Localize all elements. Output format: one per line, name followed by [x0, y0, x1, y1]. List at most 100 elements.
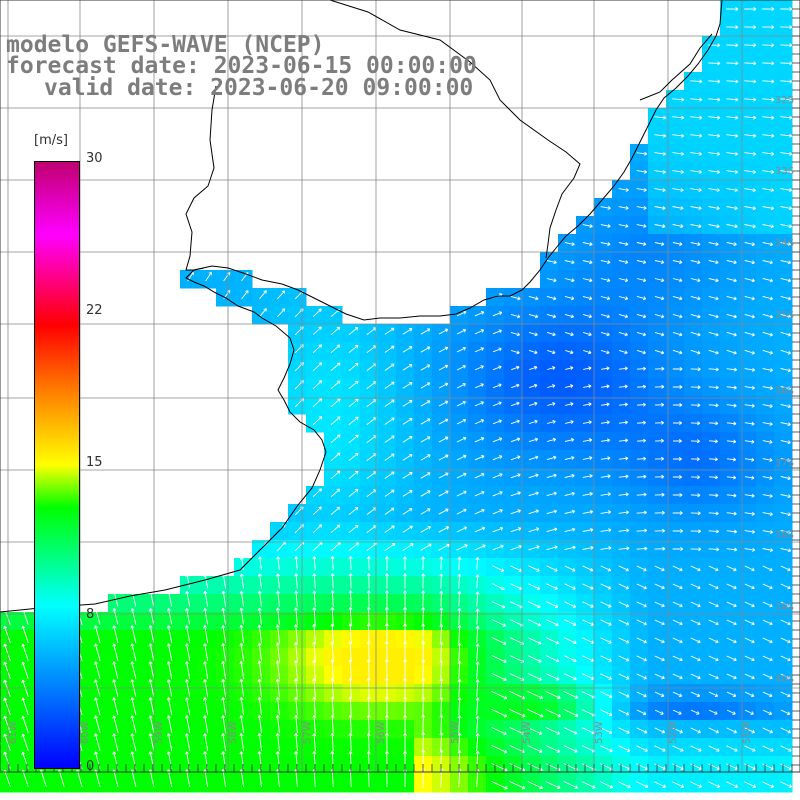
- wind-arrow: [618, 691, 630, 698]
- wind-arrow: [185, 573, 191, 589]
- wind-arrow: [456, 526, 468, 533]
- wind-arrow: [744, 206, 757, 211]
- wind-arrow: [439, 732, 444, 752]
- wind-arrow: [726, 529, 738, 534]
- wind-arrow: [402, 418, 413, 425]
- wind-arrow: [491, 726, 507, 736]
- wind-arrow: [547, 384, 556, 388]
- wind-arrow: [312, 362, 323, 372]
- wind-arrow: [726, 457, 737, 462]
- wind-arrow: [510, 491, 521, 497]
- wind-arrow: [654, 313, 665, 319]
- wind-arrow: [690, 475, 701, 480]
- wind-arrow: [780, 151, 793, 156]
- wind-arrow: [582, 295, 593, 301]
- wind-arrow: [439, 607, 444, 626]
- wind-arrow: [474, 383, 484, 389]
- wind-arrow: [457, 715, 462, 734]
- axis-ticks: [0, 0, 800, 773]
- wind-arrow: [221, 607, 227, 625]
- lon-label: 54W: [522, 721, 533, 744]
- wind-arrow: [547, 402, 556, 406]
- wind-arrow: [366, 732, 371, 752]
- wind-arrow: [673, 421, 683, 425]
- wind-arrow: [672, 97, 685, 102]
- wind-arrow: [726, 601, 737, 608]
- wind-arrow: [130, 608, 137, 625]
- wind-arrow: [457, 624, 462, 644]
- wind-arrow: [690, 349, 701, 355]
- wind-arrow: [474, 454, 485, 461]
- wind-arrow: [257, 696, 262, 716]
- wind-arrow: [726, 188, 739, 193]
- wind-arrow: [420, 382, 431, 389]
- wind-arrow: [166, 643, 173, 662]
- wind-arrow: [348, 380, 359, 390]
- wind-arrow: [780, 458, 791, 463]
- wind-arrow: [366, 556, 371, 571]
- wind-arrow: [672, 278, 683, 283]
- wind-arrow: [744, 25, 757, 30]
- wind-arrow: [600, 224, 611, 228]
- wind-arrow: [744, 97, 757, 102]
- wind-arrow: [780, 709, 791, 716]
- wind-arrow: [762, 655, 773, 662]
- wind-arrow: [780, 440, 791, 445]
- wind-arrow: [708, 709, 718, 715]
- wind-arrow: [600, 331, 610, 337]
- wind-arrow: [492, 565, 505, 572]
- wind-arrow: [780, 619, 791, 626]
- wind-arrow: [762, 61, 775, 66]
- wind-arrow: [384, 471, 395, 479]
- wind-arrow: [726, 583, 737, 590]
- wind-arrow: [438, 346, 449, 353]
- wind-arrow: [330, 524, 341, 534]
- wind-arrow: [583, 366, 592, 371]
- wind-arrow: [708, 745, 720, 752]
- wind-arrow: [94, 608, 101, 625]
- wind-arrow: [762, 673, 773, 680]
- wind-arrow: [421, 590, 426, 607]
- wind-arrow: [654, 206, 666, 211]
- wind-arrow: [312, 573, 317, 589]
- wind-arrow: [564, 313, 575, 319]
- wind-arrow: [654, 619, 665, 626]
- wind-arrow: [618, 583, 630, 590]
- wind-arrow: [330, 344, 341, 354]
- wind-arrow: [384, 345, 395, 353]
- wind-arrow: [420, 543, 432, 551]
- wind-arrow: [384, 573, 389, 589]
- wind-arrow: [582, 601, 594, 608]
- wind-arrow: [420, 490, 431, 497]
- wind-arrow: [690, 763, 703, 770]
- wind-arrow: [618, 438, 629, 443]
- wind-arrow: [438, 436, 449, 443]
- wind-arrow: [421, 573, 426, 589]
- wind-arrow: [780, 601, 791, 608]
- wind-arrow: [708, 493, 719, 498]
- wind-arrow: [330, 556, 335, 571]
- wind-arrow: [600, 691, 613, 699]
- wind-arrow: [744, 493, 755, 498]
- wind-arrow: [636, 331, 647, 337]
- wind-arrow: [563, 691, 579, 699]
- wind-arrow: [203, 697, 209, 716]
- wind-arrow: [438, 328, 449, 335]
- wind-arrow: [457, 732, 462, 752]
- wind-arrow: [744, 115, 757, 120]
- wind-arrow: [312, 733, 317, 752]
- wind-arrow: [21, 625, 29, 644]
- wind-arrow: [654, 727, 666, 734]
- wind-arrow: [420, 508, 431, 515]
- wind-arrow: [690, 169, 703, 174]
- wind-arrow: [546, 509, 558, 515]
- wind-arrow: [636, 781, 649, 789]
- wind-arrow: [780, 61, 793, 66]
- wind-arrow: [600, 438, 611, 443]
- wind-arrow: [510, 544, 522, 551]
- wind-arrow: [690, 242, 701, 247]
- wind-arrow: [384, 363, 395, 371]
- wind-arrow: [654, 510, 665, 515]
- wind-arrow: [293, 696, 298, 716]
